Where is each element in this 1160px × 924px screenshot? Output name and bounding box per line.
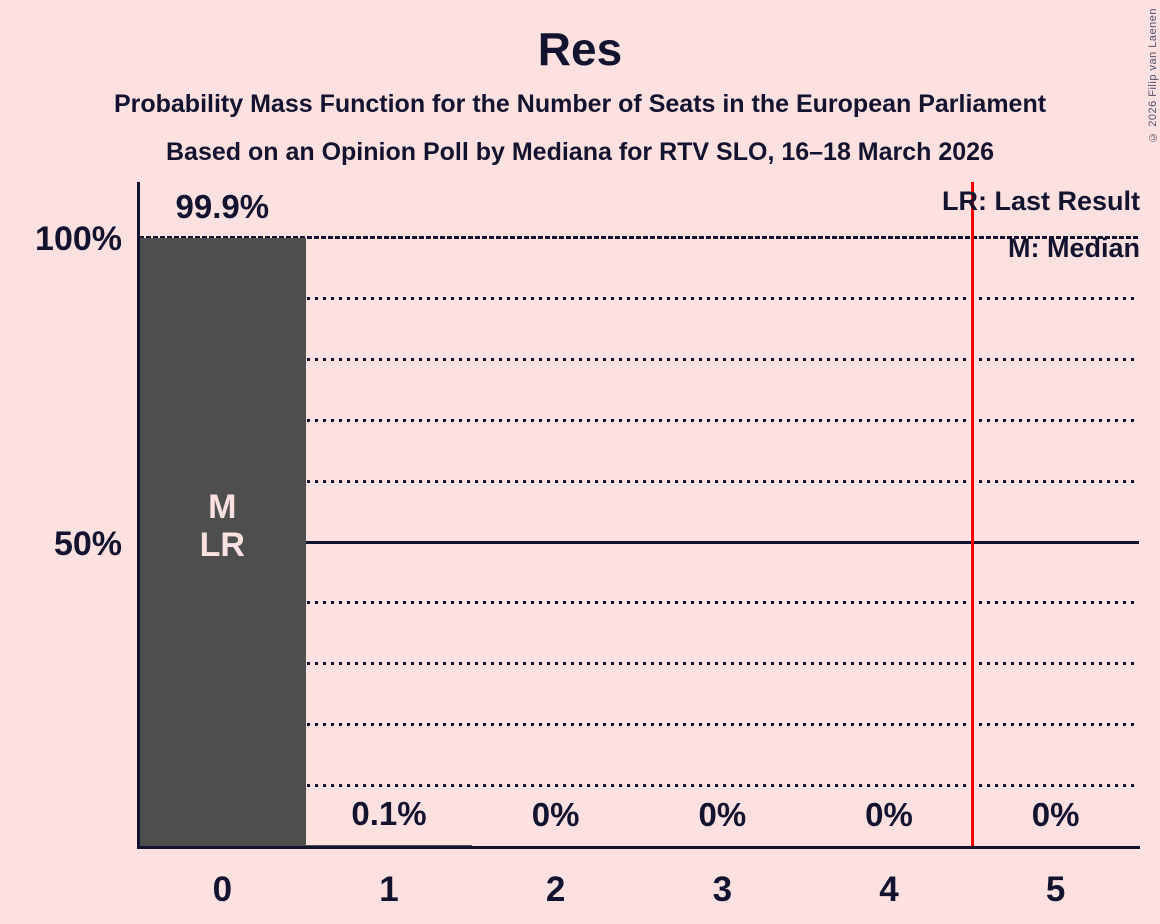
last-result-line [970, 182, 974, 849]
chart-title: Res [537, 23, 623, 75]
legend-median: M: Median [1008, 233, 1140, 263]
gridline-90pct [139, 296, 1139, 300]
x-tick-label-2: 2 [545, 870, 566, 909]
x-tick-label-3: 3 [712, 870, 733, 909]
annotation-line: LR [199, 525, 245, 564]
bar-value-label: 99.9% [175, 187, 270, 225]
bar-value-label: 0.1% [351, 795, 427, 833]
y-tick-label-50: 50% [53, 524, 122, 563]
plot-area: 99.9% 0.1% 0% 0% 0% 0% M LR [137, 182, 1140, 849]
x-tick-label-4: 4 [879, 870, 899, 909]
gridline-100pct [139, 236, 1139, 239]
gridline-80pct [139, 357, 1139, 361]
x-tick-label-1: 1 [379, 870, 399, 909]
bar-value-label: 0% [698, 796, 747, 833]
chart-subtitle-line2: Based on an Opinion Poll by Mediana for … [166, 138, 994, 166]
gridline-10pct [139, 784, 1139, 788]
x-tick-label-5: 5 [1045, 870, 1066, 909]
bar-seats-0 [139, 237, 306, 848]
gridline-40pct [139, 601, 1139, 605]
bar-value-label: 0% [531, 796, 580, 833]
y-tick-label-100: 100% [35, 220, 122, 258]
legend-last-result: LR: Last Result [941, 186, 1140, 216]
bar-value-label: 0% [865, 796, 913, 833]
chart-subtitle-line1: Probability Mass Function for the Number… [113, 90, 1047, 118]
median-last-result-annotation: M LR [152, 488, 292, 564]
x-axis-line [137, 846, 1140, 849]
annotation-line: M [208, 487, 237, 526]
copyright-notice: © 2026 Filip van Laenen [1147, 8, 1159, 143]
gridline-30pct [139, 662, 1139, 666]
gridline-20pct [139, 723, 1139, 727]
bar-value-label: 0% [1031, 796, 1080, 833]
gridline-60pct [139, 479, 1139, 483]
gridline-50pct [139, 540, 1139, 544]
x-tick-label-0: 0 [212, 870, 233, 909]
y-axis-line [137, 182, 140, 849]
gridline-70pct [139, 418, 1139, 422]
